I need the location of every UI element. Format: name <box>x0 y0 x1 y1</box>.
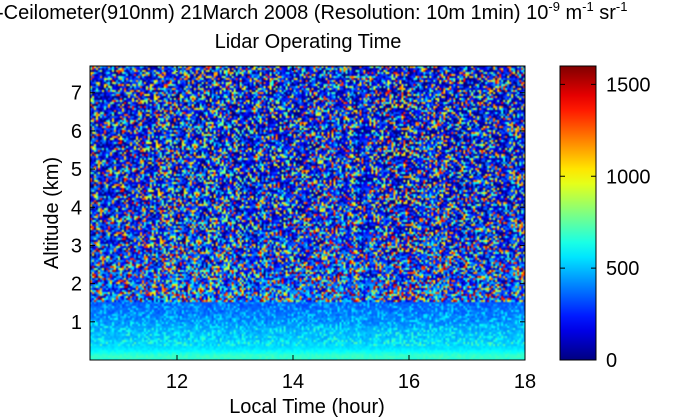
y-tick-label: 6 <box>71 121 82 143</box>
heatmap-image <box>90 66 525 360</box>
y-axis-ticks: 1 2 3 4 5 6 7 <box>71 83 525 334</box>
colorbar-tick-label: 500 <box>606 258 639 280</box>
colorbar-tick-label: 1000 <box>606 166 651 188</box>
chart-title-line-1: -Ceilometer(910nm) 21March 2008 (Resolut… <box>0 0 627 25</box>
title-text: -Ceilometer(910nm) 21March 2008 (Resolut… <box>0 2 549 24</box>
y-tick-label: 1 <box>71 312 82 334</box>
colorbar-tick-label: 1500 <box>606 74 651 96</box>
y-tick-label: 4 <box>71 197 82 219</box>
title-unit-sr: sr <box>593 2 616 24</box>
x-axis-ticks: 12 14 16 18 <box>166 66 536 393</box>
x-tick-label: 18 <box>514 371 536 393</box>
x-tick-label: 16 <box>398 371 420 393</box>
chart-title-line-2: Lidar Operating Time <box>214 31 402 53</box>
y-tick-label: 3 <box>71 235 82 257</box>
title-exponent: -9 <box>548 0 560 14</box>
colorbar-ticks: 0 500 1000 1500 <box>560 74 651 372</box>
x-tick-label: 12 <box>166 371 188 393</box>
x-axis-label: Local Time (hour) <box>229 396 385 418</box>
title-exponent: -1 <box>615 0 628 14</box>
colorbar <box>559 65 597 361</box>
y-tick-label: 5 <box>71 159 82 181</box>
x-tick-label: 14 <box>282 371 304 393</box>
plot-frame <box>89 65 526 361</box>
y-axis-label: Altitude (km) <box>41 157 63 269</box>
title-unit-m: m <box>559 2 583 24</box>
title-exponent: -1 <box>582 0 594 14</box>
y-tick-label: 2 <box>71 274 82 296</box>
colorbar-tick-label: 0 <box>606 350 617 372</box>
y-tick-label: 7 <box>71 83 82 105</box>
